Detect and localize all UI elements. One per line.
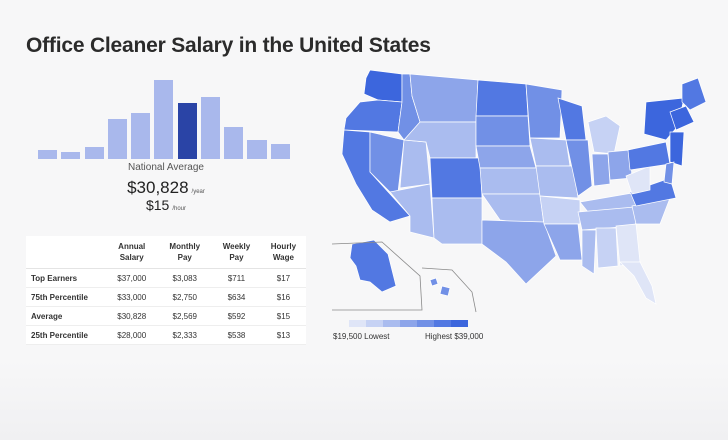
annual-salary-unit: /year (191, 189, 205, 195)
alaska-inset-border (331, 241, 423, 311)
legend-swatch (383, 320, 400, 327)
map-state (475, 79, 529, 117)
histogram-bar (154, 80, 174, 159)
map-state (625, 165, 651, 195)
table-cell: $592 (212, 306, 261, 326)
map-state (627, 141, 671, 171)
row-label: Top Earners (26, 268, 106, 288)
table-header-row: Annual Salary Monthly Pay Weekly Pay Hourly… (26, 236, 306, 269)
map-state (581, 229, 597, 275)
map-state (429, 157, 483, 199)
map-state (389, 183, 435, 239)
hourly-salary-value: $15 (145, 197, 170, 213)
table-cell: $538 (212, 325, 261, 345)
map-state (669, 105, 695, 131)
row-label: 25th Percentile (26, 325, 106, 345)
table-corner (26, 236, 106, 269)
legend-low-label: $19,500 Lowest (333, 332, 390, 341)
row-label: 75th Percentile (26, 287, 106, 307)
histogram-bar (200, 97, 220, 159)
table-row: Average $30,828 $2,569 $592 $15 (26, 306, 306, 326)
histogram-bar (131, 112, 151, 159)
map-state (475, 115, 531, 147)
map-state (615, 223, 641, 267)
legend-swatch (349, 320, 366, 327)
table-row: 25th Percentile $28,000 $2,333 $538 $13 (26, 325, 306, 345)
map-state (479, 167, 541, 195)
map-state (663, 161, 675, 185)
map-state (535, 165, 579, 199)
table-cell: $16 (260, 287, 306, 307)
table-cell: $634 (212, 287, 261, 307)
histogram-bar (61, 151, 81, 159)
map-state (681, 77, 707, 111)
table-cell: $17 (260, 268, 306, 288)
table-row: 75th Percentile $33,000 $2,750 $634 $16 (26, 287, 306, 307)
column-header: Weekly Pay (212, 236, 261, 269)
table-cell: $2,569 (157, 306, 213, 326)
national-average-label: National Average (128, 162, 204, 173)
histogram-bar (224, 127, 244, 159)
table-cell: $2,333 (157, 325, 213, 345)
map-state (363, 69, 403, 103)
column-header: Hourly Wage (260, 236, 306, 269)
histogram-bar (84, 146, 104, 159)
map-state (629, 177, 677, 207)
hourly-salary: $15/hour (96, 197, 236, 215)
table-cell: $30,828 (106, 306, 158, 326)
legend-swatch (434, 320, 451, 327)
map-state (595, 227, 619, 269)
histogram-bar-current (177, 103, 197, 159)
annual-salary-value: $30,828 (127, 178, 189, 197)
table-cell: $3,083 (157, 268, 213, 288)
histogram-bar (270, 143, 290, 159)
map-state (409, 73, 479, 123)
map-state (439, 285, 451, 297)
table-row: Top Earners $37,000 $3,083 $711 $17 (26, 268, 306, 288)
annual-salary: $30,828/year (96, 178, 236, 198)
table-cell: $33,000 (106, 287, 158, 307)
table-cell: $28,000 (106, 325, 158, 345)
map-state (399, 139, 431, 189)
map-state (525, 83, 563, 139)
hawaii-inset-border (421, 267, 477, 313)
salary-histogram (38, 78, 294, 159)
histogram-bar (247, 140, 267, 159)
table-cell: $13 (260, 325, 306, 345)
legend-swatch (366, 320, 383, 327)
footer-area (0, 360, 728, 440)
hourly-salary-unit: /hour (172, 206, 187, 212)
legend-swatch (451, 320, 468, 327)
salary-table: Annual Salary Monthly Pay Weekly Pay Hourly… (26, 236, 306, 345)
map-state (539, 195, 581, 225)
map-state (431, 197, 483, 245)
map-state (481, 219, 557, 285)
histogram-bar (38, 150, 58, 159)
legend-scale (349, 320, 468, 327)
column-header: Annual Salary (106, 236, 158, 269)
column-header: Monthly Pay (157, 236, 213, 269)
legend-high-label: Highest $39,000 (425, 332, 484, 341)
map-state (587, 115, 621, 155)
map-state (565, 139, 593, 197)
map-state (529, 137, 571, 167)
map-state (669, 131, 685, 167)
table-cell: $2,750 (157, 287, 213, 307)
legend-swatch (400, 320, 417, 327)
map-state (475, 145, 537, 169)
legend-swatch (417, 320, 434, 327)
row-label: Average (26, 306, 106, 326)
map-state (343, 99, 403, 133)
page-title: Office Cleaner Salary in the United Stat… (26, 34, 431, 57)
map-state (619, 261, 657, 305)
map-state (349, 239, 397, 293)
table-cell: $15 (260, 306, 306, 326)
us-salary-map (331, 69, 707, 313)
map-state (429, 277, 439, 287)
table-cell: $37,000 (106, 268, 158, 288)
map-state (557, 97, 587, 141)
map-state (591, 153, 611, 187)
table-cell: $711 (212, 268, 261, 288)
histogram-bar (107, 118, 127, 159)
